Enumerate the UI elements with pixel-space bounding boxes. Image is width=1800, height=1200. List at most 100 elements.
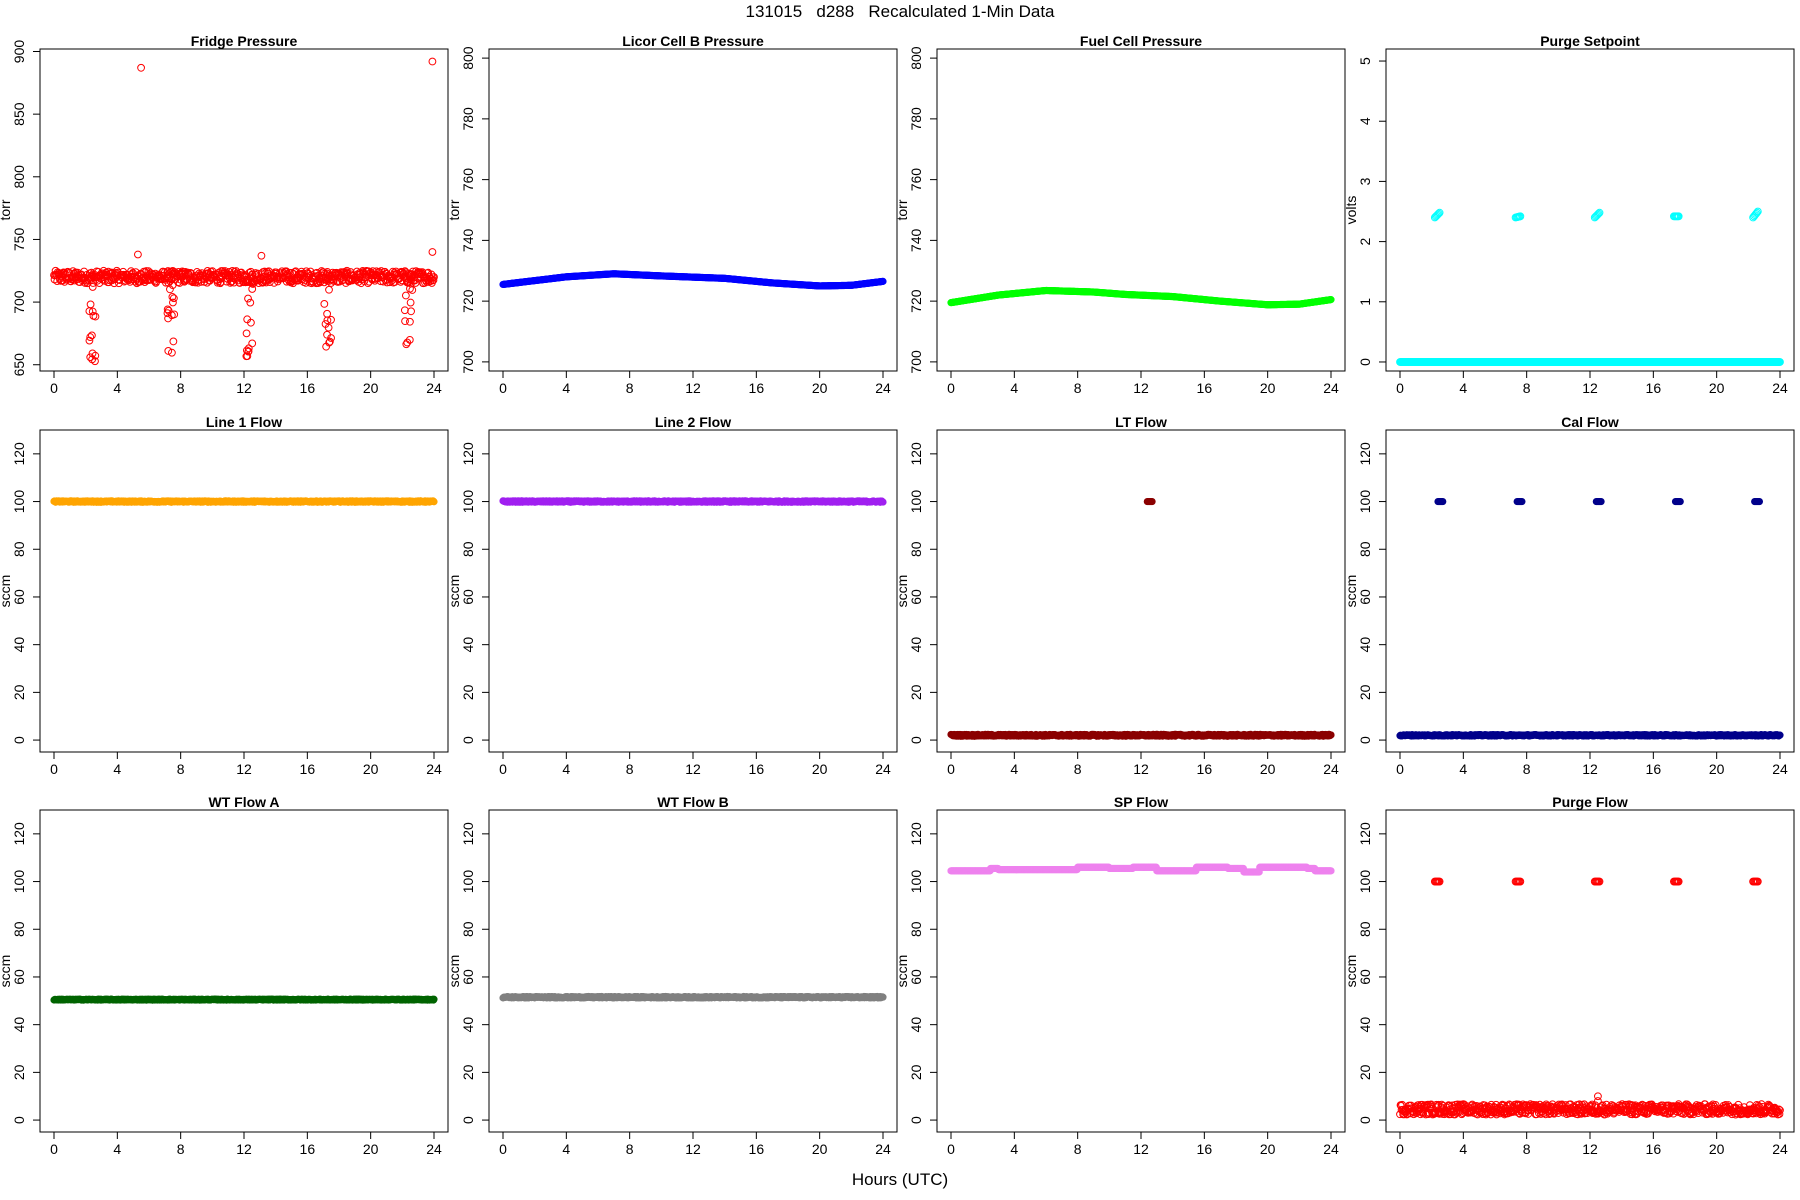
x-tick-label: 20 bbox=[1260, 380, 1276, 396]
data-point bbox=[320, 300, 329, 308]
y-tick-label: 740 bbox=[460, 228, 476, 252]
x-tick-label: 4 bbox=[1010, 761, 1018, 777]
x-tick-label: 8 bbox=[626, 380, 634, 396]
x-tick-label: 8 bbox=[1523, 380, 1531, 396]
chart-panel: Purge Setpoint 0 4 8 12 16 20 24 0 1 2 3 4 5 volts bbox=[1343, 0, 1800, 407]
y-tick-label: 0 bbox=[11, 736, 27, 744]
y-tick-label: 650 bbox=[11, 353, 27, 377]
data-point bbox=[879, 277, 887, 285]
data-point bbox=[360, 277, 369, 286]
data-point bbox=[405, 335, 414, 344]
x-tick-label: 0 bbox=[499, 761, 507, 777]
data-point bbox=[403, 338, 412, 347]
data-point bbox=[257, 251, 266, 260]
x-tick-label: 8 bbox=[626, 761, 634, 777]
data-series bbox=[947, 497, 1335, 740]
y-tick-label: 0 bbox=[908, 736, 924, 744]
x-tick-label: 4 bbox=[113, 761, 121, 777]
y-tick-label: 720 bbox=[908, 289, 924, 313]
data-point bbox=[323, 316, 332, 325]
x-tick-label: 24 bbox=[1323, 380, 1339, 396]
x-tick-label: 0 bbox=[1396, 380, 1404, 396]
data-series bbox=[50, 497, 438, 506]
data-point bbox=[91, 351, 100, 360]
data-point bbox=[358, 273, 367, 281]
plot-frame bbox=[936, 429, 1346, 753]
data-point bbox=[1434, 209, 1443, 218]
y-tick-label: 60 bbox=[460, 589, 476, 605]
data-point bbox=[406, 317, 414, 326]
data-point bbox=[87, 331, 96, 340]
x-tick-label: 12 bbox=[685, 761, 701, 777]
y-tick-label: 800 bbox=[460, 46, 476, 70]
data-point bbox=[428, 57, 437, 66]
page-title: 131015 d288 Recalculated 1-Min Data bbox=[745, 2, 1055, 21]
data-point bbox=[137, 63, 145, 72]
y-tick-label: 100 bbox=[11, 490, 27, 514]
y-tick-label: 120 bbox=[11, 442, 27, 466]
y-axis-label: sccm bbox=[894, 575, 910, 608]
data-point bbox=[429, 276, 438, 284]
plot-frame bbox=[936, 48, 1346, 372]
data-point bbox=[1752, 208, 1761, 217]
data-point bbox=[1516, 212, 1525, 221]
data-point bbox=[1674, 212, 1683, 221]
x-tick-label: 0 bbox=[499, 380, 507, 396]
panel-title: Line 1 Flow bbox=[206, 414, 282, 430]
x-tick-label: 16 bbox=[300, 380, 316, 396]
data-point bbox=[323, 309, 332, 318]
y-tick-label: 60 bbox=[908, 589, 924, 605]
data-point bbox=[163, 309, 172, 318]
chart-panel: Fridge Pressure 0 4 8 12 16 20 24 650 700 750 800 85… bbox=[0, 0, 468, 407]
x-tick-label: 12 bbox=[1582, 380, 1598, 396]
x-tick-label: 4 bbox=[562, 380, 570, 396]
data-series bbox=[499, 497, 887, 506]
panel-title: Purge Setpoint bbox=[1540, 33, 1640, 49]
y-tick-label: 80 bbox=[460, 541, 476, 557]
data-point bbox=[404, 278, 412, 287]
data-point bbox=[1435, 208, 1444, 217]
x-tick-label: 24 bbox=[875, 380, 891, 396]
data-point bbox=[407, 307, 415, 316]
data-point bbox=[242, 329, 251, 338]
x-tick-label: 20 bbox=[363, 761, 379, 777]
data-point bbox=[248, 285, 257, 293]
x-tick-label: 20 bbox=[363, 380, 379, 396]
data-point bbox=[406, 298, 415, 307]
x-tick-label: 16 bbox=[1646, 380, 1662, 396]
data-point bbox=[1433, 210, 1442, 219]
y-axis-label: volts bbox=[1343, 196, 1359, 225]
y-tick-label: 80 bbox=[908, 541, 924, 557]
panel-title: Line 2 Flow bbox=[655, 414, 731, 430]
x-tick-label: 4 bbox=[113, 380, 121, 396]
x-tick-label: 0 bbox=[50, 761, 58, 777]
y-tick-label: 60 bbox=[11, 589, 27, 605]
plot-frame bbox=[39, 48, 449, 372]
data-point bbox=[325, 285, 333, 294]
data-point bbox=[1753, 207, 1762, 216]
data-point bbox=[1595, 208, 1604, 217]
y-tick-label: 100 bbox=[908, 490, 924, 514]
y-tick-label: 20 bbox=[908, 684, 924, 700]
y-tick-label: 800 bbox=[908, 46, 924, 70]
data-point bbox=[428, 248, 437, 256]
data-series bbox=[50, 57, 438, 366]
y-axis-label: torr bbox=[0, 199, 13, 220]
data-point bbox=[323, 330, 331, 339]
data-point bbox=[430, 273, 438, 281]
x-tick-label: 4 bbox=[562, 761, 570, 777]
data-point bbox=[325, 337, 334, 346]
data-point bbox=[244, 294, 252, 303]
data-point bbox=[88, 283, 97, 291]
data-point bbox=[1752, 210, 1760, 218]
y-tick-label: 20 bbox=[11, 684, 27, 700]
data-point bbox=[247, 318, 255, 327]
chart-panel: Licor Cell B Pressure 0 4 8 12 16 20 24 700 720 74… bbox=[446, 0, 917, 407]
data-point bbox=[83, 279, 92, 288]
y-tick-label: 0 bbox=[460, 736, 476, 744]
